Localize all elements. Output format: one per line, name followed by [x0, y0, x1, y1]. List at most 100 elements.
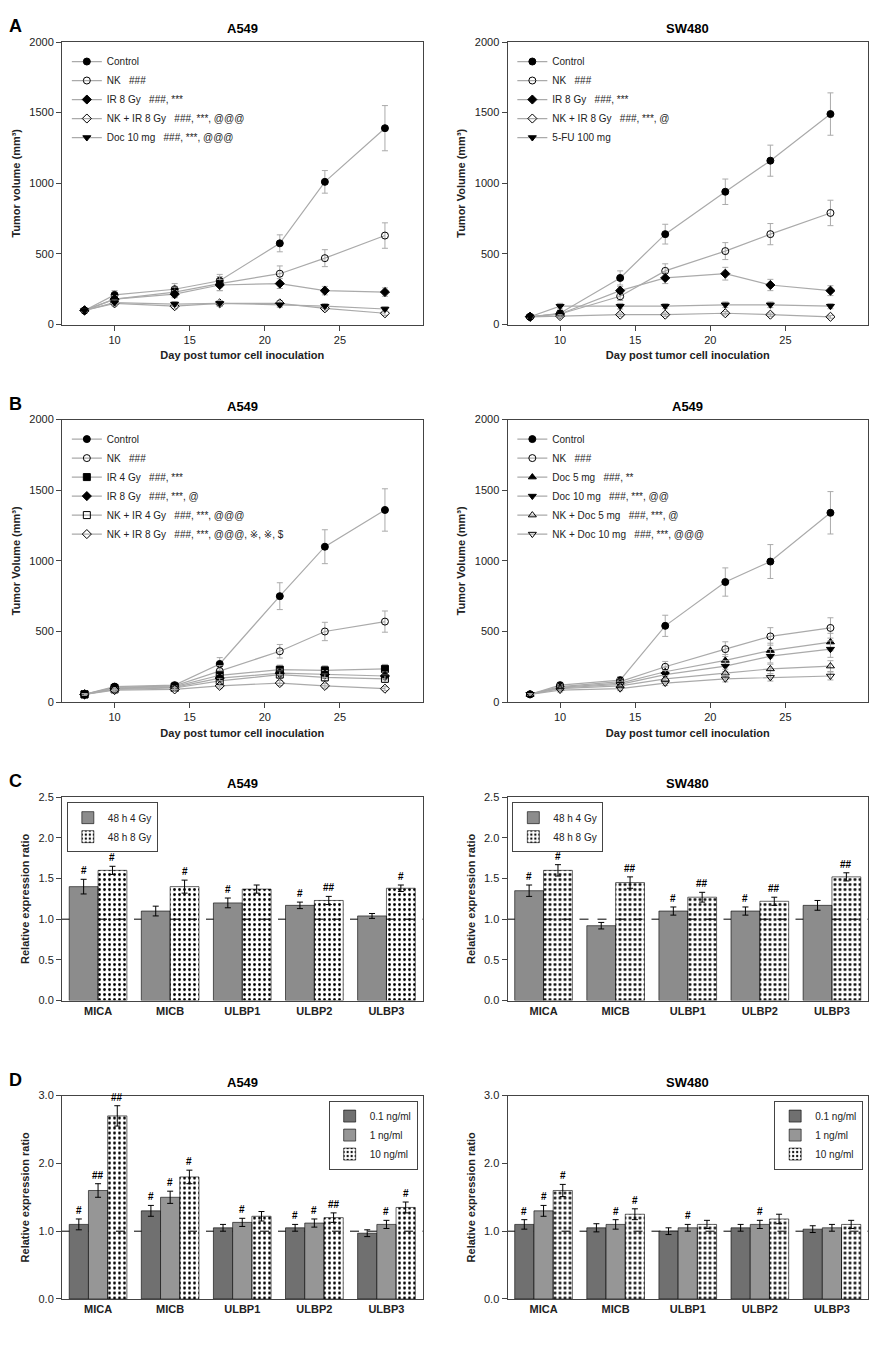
svg-text:MICA: MICA [84, 1005, 112, 1017]
svg-text:15: 15 [629, 334, 641, 346]
svg-text:Relative expression ratio: Relative expression ratio [465, 1132, 477, 1263]
svg-text:ULBP2: ULBP2 [296, 1303, 332, 1315]
svg-text:A: A [9, 16, 22, 36]
svg-text:3.0: 3.0 [39, 1089, 54, 1101]
svg-text:1500: 1500 [29, 484, 53, 496]
svg-text:NK + IR 8 Gy ###, ***, @: NK + IR 8 Gy ###, ***, @ [552, 113, 669, 124]
svg-text:1.0: 1.0 [484, 913, 499, 925]
svg-text:#: # [403, 1188, 409, 1199]
svg-text:1.5: 1.5 [484, 872, 499, 884]
svg-text:500: 500 [481, 248, 499, 260]
svg-text:2.5: 2.5 [39, 791, 54, 803]
svg-text:MICB: MICB [156, 1303, 184, 1315]
svg-text:0: 0 [493, 318, 499, 330]
svg-text:0.0: 0.0 [484, 1293, 499, 1305]
svg-text:MICB: MICB [602, 1005, 630, 1017]
svg-text:1000: 1000 [475, 555, 499, 567]
svg-text:Relative expression ratio: Relative expression ratio [465, 833, 477, 964]
svg-text:Day post tumor cell inoculatio: Day post tumor cell inoculation [160, 349, 324, 361]
svg-text:#: # [632, 1195, 638, 1206]
svg-text:0: 0 [48, 696, 54, 708]
svg-text:##: ## [111, 1092, 123, 1103]
svg-text:Day post tumor cell inoculatio: Day post tumor cell inoculation [160, 727, 324, 739]
svg-text:2.0: 2.0 [484, 1157, 499, 1169]
svg-text:ULBP1: ULBP1 [670, 1005, 706, 1017]
svg-text:ULBP3: ULBP3 [814, 1005, 850, 1017]
svg-text:0: 0 [48, 318, 54, 330]
svg-text:500: 500 [481, 625, 499, 637]
svg-text:#: # [555, 851, 561, 862]
svg-text:1 ng/ml: 1 ng/ml [815, 1130, 848, 1141]
svg-text:2.0: 2.0 [484, 832, 499, 844]
svg-text:1500: 1500 [475, 106, 499, 118]
svg-text:0.5: 0.5 [39, 954, 54, 966]
svg-text:2000: 2000 [29, 413, 53, 425]
svg-text:MICB: MICB [156, 1005, 184, 1017]
svg-text:ULBP3: ULBP3 [814, 1303, 850, 1315]
svg-text:IR 4 Gy ###, ***: IR 4 Gy ###, *** [107, 472, 183, 483]
svg-text:20: 20 [259, 334, 271, 346]
svg-text:MICA: MICA [84, 1303, 112, 1315]
svg-text:500: 500 [35, 625, 53, 637]
svg-text:Control: Control [107, 56, 139, 67]
svg-text:0.0: 0.0 [484, 994, 499, 1006]
svg-text:2000: 2000 [475, 413, 499, 425]
svg-text:##: ## [696, 878, 708, 889]
svg-text:1000: 1000 [475, 177, 499, 189]
svg-text:2000: 2000 [29, 36, 53, 48]
svg-text:#: # [225, 884, 231, 895]
svg-text:500: 500 [35, 248, 53, 260]
svg-text:2.5: 2.5 [484, 791, 499, 803]
svg-text:##: ## [328, 1199, 340, 1210]
svg-text:1500: 1500 [29, 106, 53, 118]
svg-text:5-FU 100 mg: 5-FU 100 mg [552, 132, 610, 143]
svg-text:Control: Control [107, 434, 139, 445]
svg-text:1000: 1000 [29, 177, 53, 189]
svg-text:2.0: 2.0 [39, 1157, 54, 1169]
svg-text:Relative expression ratio: Relative expression ratio [19, 833, 31, 964]
svg-text:A549: A549 [227, 1075, 258, 1090]
svg-text:#: # [297, 888, 303, 899]
svg-text:##: ## [92, 1170, 104, 1181]
svg-text:10 ng/ml: 10 ng/ml [370, 1149, 408, 1160]
svg-text:25: 25 [779, 711, 791, 723]
svg-text:1.0: 1.0 [39, 913, 54, 925]
svg-text:0.1 ng/ml: 0.1 ng/ml [815, 1111, 856, 1122]
svg-text:#: # [560, 1170, 566, 1181]
svg-text:MICA: MICA [529, 1303, 557, 1315]
svg-text:1.0: 1.0 [39, 1225, 54, 1237]
svg-text:15: 15 [184, 711, 196, 723]
svg-text:##: ## [624, 863, 636, 874]
svg-text:IR 8 Gy ###, ***: IR 8 Gy ###, *** [552, 94, 628, 105]
svg-text:D: D [9, 1070, 22, 1090]
svg-text:10: 10 [108, 711, 120, 723]
svg-text:#: # [81, 865, 87, 876]
svg-text:Tumor Volume (mm³): Tumor Volume (mm³) [455, 128, 467, 237]
svg-text:ULBP3: ULBP3 [368, 1005, 404, 1017]
svg-text:25: 25 [779, 334, 791, 346]
svg-text:SW480: SW480 [666, 1075, 709, 1090]
svg-text:1 ng/ml: 1 ng/ml [370, 1130, 403, 1141]
svg-text:A549: A549 [227, 776, 258, 791]
svg-text:0.0: 0.0 [39, 1293, 54, 1305]
svg-text:##: ## [840, 859, 852, 870]
svg-text:#: # [742, 893, 748, 904]
svg-text:10: 10 [554, 711, 566, 723]
svg-text:15: 15 [629, 711, 641, 723]
svg-text:NK + Doc 10 mg ###, ***, @@@: NK + Doc 10 mg ###, ***, @@@ [552, 529, 704, 540]
svg-text:NK ###: NK ### [107, 75, 146, 86]
svg-text:0: 0 [493, 696, 499, 708]
svg-text:48 h 4 Gy: 48 h 4 Gy [553, 813, 596, 824]
svg-text:#: # [167, 1177, 173, 1188]
svg-text:NK + Doc 5 mg ###, ***, @: NK + Doc 5 mg ###, ***, @ [552, 510, 678, 521]
svg-text:A549: A549 [672, 399, 703, 414]
svg-text:#: # [292, 1210, 298, 1221]
svg-text:ULBP2: ULBP2 [742, 1005, 778, 1017]
svg-text:#: # [311, 1205, 317, 1216]
svg-text:NK ###: NK ### [552, 453, 591, 464]
svg-text:0.0: 0.0 [39, 994, 54, 1006]
svg-text:#: # [541, 1191, 547, 1202]
svg-text:#: # [182, 866, 188, 877]
svg-text:NK + IR 8 Gy ###, ***, @@@,: NK + IR 8 Gy ###, ***, @@@, ※, ※, $ [107, 529, 284, 540]
svg-text:0.1 ng/ml: 0.1 ng/ml [370, 1111, 411, 1122]
